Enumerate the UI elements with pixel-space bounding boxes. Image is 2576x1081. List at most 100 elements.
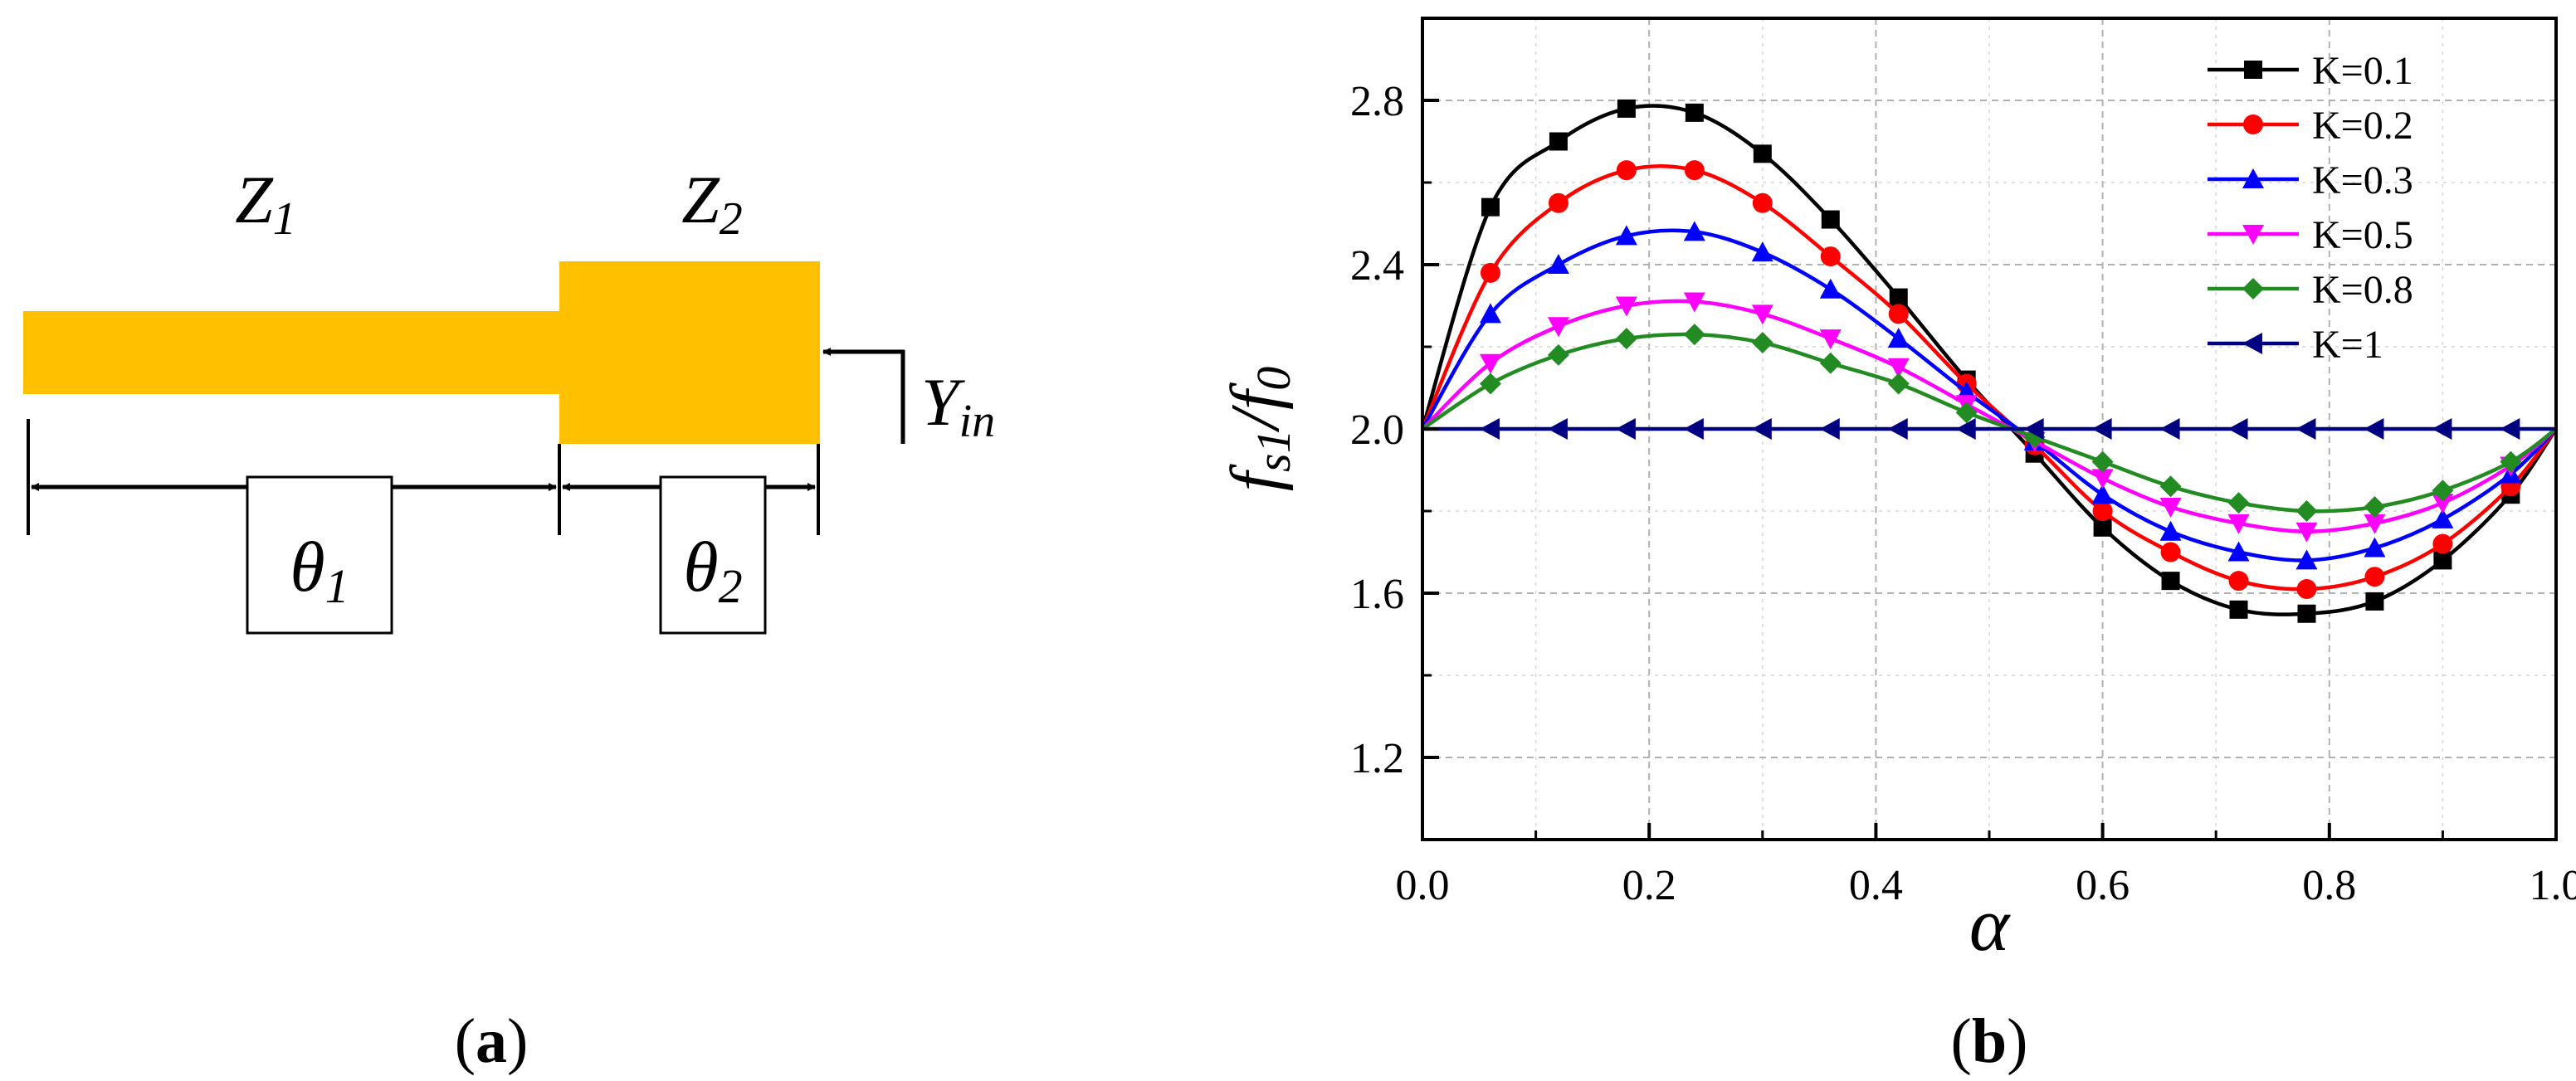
data-point [2432, 418, 2452, 440]
data-point [2364, 496, 2386, 519]
data-point [2227, 514, 2250, 534]
data-point [1683, 221, 1705, 241]
x-tick-label: 0.6 [2076, 862, 2130, 909]
data-point [2365, 592, 2384, 611]
data-point [2227, 492, 2250, 514]
theta1-box [246, 475, 393, 635]
legend-item: K=0.1 [2208, 49, 2413, 93]
y-axis-label: fs1/f0 [1217, 367, 1300, 492]
data-point [2364, 418, 2384, 440]
legend-item: K=1 [2208, 323, 2383, 367]
legend-label: K=0.3 [2312, 158, 2413, 202]
data-point [1753, 144, 1772, 163]
data-point [2364, 537, 2386, 558]
data-point [1479, 353, 1501, 374]
data-point [2159, 475, 2182, 498]
legend-marker [2244, 61, 2262, 79]
data-point [1955, 418, 1976, 440]
data-point [1683, 324, 1705, 346]
theta1-label: θ1 [290, 527, 349, 613]
data-point [2227, 418, 2248, 440]
x-tick-label: 0.2 [1622, 862, 1676, 909]
data-point [1481, 197, 1500, 217]
data-point [1887, 358, 1910, 378]
legend-item: K=0.8 [2208, 268, 2413, 312]
data-point [1752, 192, 1773, 213]
data-point [1751, 332, 1773, 354]
panel-a-label: (a) [455, 1006, 529, 1076]
data-point [1683, 418, 1704, 440]
data-point [2023, 418, 2044, 440]
legend-marker [2242, 333, 2262, 354]
legend-marker [2242, 225, 2264, 245]
y-tick-label: 2.4 [1350, 242, 1404, 290]
data-point [2432, 494, 2454, 514]
legend-label: K=0.1 [2312, 49, 2413, 93]
data-point [2091, 469, 2114, 489]
data-point [2296, 579, 2317, 600]
legend-label: K=0.2 [2312, 104, 2413, 148]
data-point [1889, 288, 1908, 307]
series-k-1 [1422, 418, 2556, 440]
legend-label: K=0.8 [2312, 268, 2413, 312]
tick-layer: 0.0 0.2 0.4 0.6 0.8 1.0 1.2 1.6 2.0 2.4 2.8 [1350, 17, 2576, 909]
data-point [2228, 571, 2249, 592]
z2-label: Z2 [681, 162, 743, 245]
legend-label: K=0.5 [2312, 213, 2413, 257]
data-point [2091, 418, 2112, 440]
data-point [1888, 304, 1909, 324]
data-point [2161, 572, 2180, 591]
data-point [1751, 241, 1773, 262]
data-point [1480, 262, 1500, 283]
data-point [1615, 328, 1637, 350]
data-point [2432, 533, 2453, 554]
legend-item: K=0.5 [2208, 213, 2413, 257]
panel-b-label: (b) [1951, 1006, 2028, 1076]
data-point [1616, 160, 1637, 181]
z1-label: Z1 [235, 162, 296, 245]
data-point [1547, 418, 1568, 440]
data-point [2227, 541, 2250, 562]
y-tick-label: 1.2 [1350, 735, 1404, 782]
data-point [1479, 418, 1500, 440]
legend-label: K=1 [2312, 323, 2383, 367]
series-k-0-3 [1422, 221, 2556, 570]
legend-marker [2243, 114, 2263, 134]
x-tick-label: 0.4 [1849, 862, 1903, 909]
data-point [1887, 328, 1910, 348]
data-point [1685, 103, 1704, 122]
data-point [2092, 501, 2113, 521]
data-point [1615, 296, 1637, 317]
data-point [2229, 600, 2248, 619]
data-point [1751, 418, 1772, 440]
data-point [1547, 254, 1569, 274]
data-point [1819, 329, 1842, 350]
data-point [2091, 450, 2114, 473]
panel-a: Z1 Z2 θ1 θ2 Yin (a) [23, 162, 995, 1076]
yin-label: Yin [921, 364, 995, 447]
y-tick-label: 1.6 [1350, 571, 1404, 618]
x-tick-label: 1.0 [2530, 862, 2576, 909]
data-point [2295, 522, 2318, 543]
legend: K=0.1 K=0.2 K=0.3 K=0.5 K=0.8 K=1 [2208, 49, 2413, 367]
data-point [1617, 99, 1636, 118]
data-point [2364, 567, 2385, 587]
data-point [1819, 278, 1842, 299]
legend-marker [2242, 278, 2264, 299]
data-point [2091, 484, 2114, 504]
legend-item: K=0.3 [2208, 158, 2413, 202]
data-point [1547, 317, 1569, 338]
data-point [2159, 498, 2182, 519]
data-point [1955, 402, 1978, 424]
data-point [1819, 418, 1840, 440]
data-point [2159, 418, 2180, 440]
data-point [1479, 303, 1501, 324]
data-point [1615, 418, 1636, 440]
data-point [1548, 192, 1569, 213]
data-point [1615, 225, 1637, 246]
data-point [2295, 418, 2316, 440]
legend-item: K=0.2 [2208, 104, 2413, 148]
data-point [1887, 373, 1910, 395]
data-point [2432, 508, 2454, 528]
